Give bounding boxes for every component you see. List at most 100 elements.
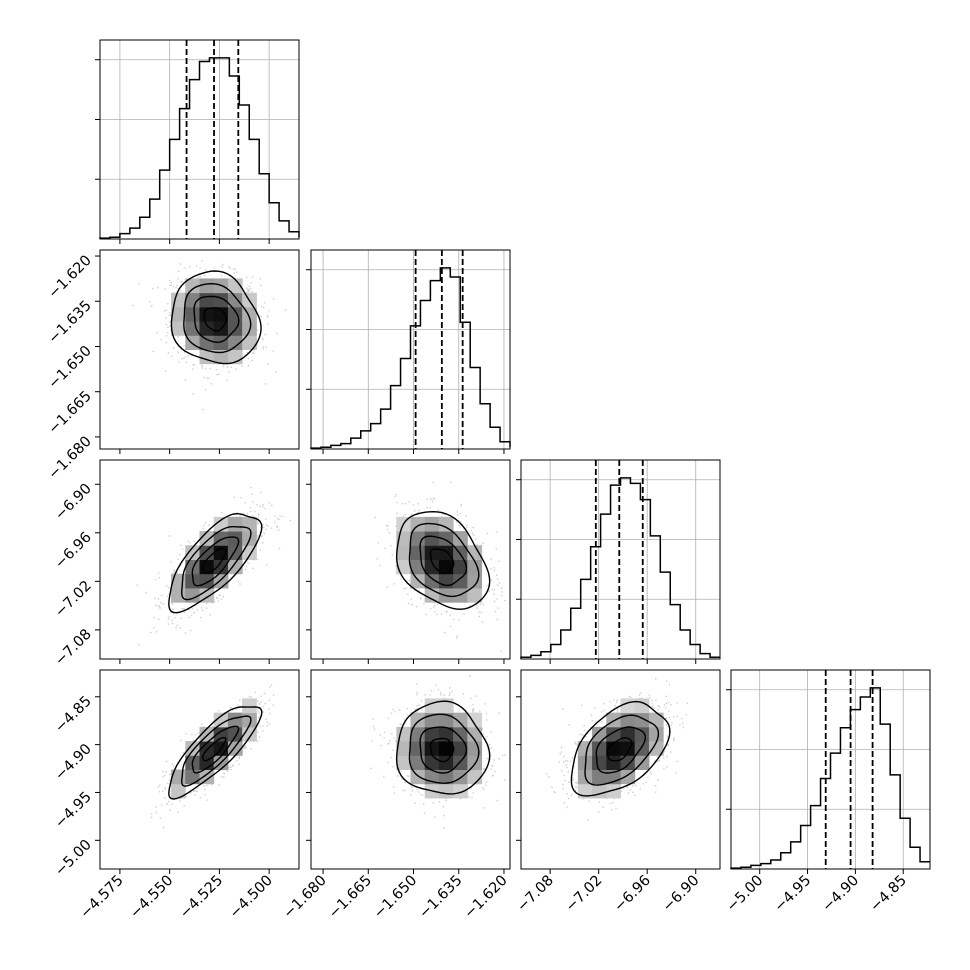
contour-level-2 bbox=[180, 526, 252, 601]
density-cell bbox=[410, 726, 426, 742]
contour-level-2 bbox=[180, 715, 252, 787]
density-cell bbox=[453, 769, 468, 785]
density-cell bbox=[438, 573, 454, 589]
y-tick-label: −6.90 bbox=[52, 481, 95, 524]
density-cell bbox=[171, 587, 186, 603]
density-cell bbox=[213, 335, 229, 350]
density-cell bbox=[242, 335, 257, 350]
density-cell bbox=[453, 726, 468, 742]
histogram-step-line bbox=[520, 477, 720, 659]
panel-frame bbox=[310, 669, 511, 870]
y-tick-label: −4.95 bbox=[52, 789, 95, 832]
y-tick-label: −1.650 bbox=[46, 343, 95, 392]
density-cell bbox=[171, 306, 186, 322]
x-tick-label: −5.00 bbox=[724, 873, 767, 916]
density-cell bbox=[396, 545, 411, 560]
density-panel-1-2 bbox=[310, 459, 511, 660]
density-cell bbox=[453, 712, 468, 728]
x-tick-label: −4.525 bbox=[177, 873, 226, 922]
contour-level-0 bbox=[429, 737, 455, 763]
contour-level-3 bbox=[570, 700, 671, 797]
x-tick-label: −6.96 bbox=[611, 873, 654, 916]
x-tick-label: −7.08 bbox=[514, 873, 557, 916]
density-cell bbox=[199, 321, 215, 336]
contour-level-2 bbox=[183, 282, 252, 354]
y-tick-label: −4.85 bbox=[52, 693, 95, 736]
density-cell bbox=[453, 741, 468, 756]
density-cell bbox=[171, 783, 186, 799]
density-cell bbox=[199, 306, 215, 322]
histogram-panel-2 bbox=[516, 459, 721, 660]
density-cell bbox=[213, 712, 229, 728]
contour-level-1 bbox=[419, 535, 468, 587]
density-cell bbox=[648, 741, 664, 756]
panel-frame bbox=[520, 459, 721, 660]
density-cell bbox=[438, 516, 454, 532]
density-cell bbox=[227, 335, 243, 350]
contour-level-2 bbox=[408, 713, 480, 784]
density-cell bbox=[467, 712, 483, 728]
contour-level-3 bbox=[395, 700, 491, 795]
density-cell bbox=[185, 278, 200, 294]
density-cell bbox=[438, 741, 454, 756]
density-cell bbox=[620, 741, 636, 756]
panel-frame bbox=[310, 459, 511, 660]
density-cell bbox=[620, 755, 636, 770]
density-cell bbox=[424, 559, 440, 575]
density-cell bbox=[592, 726, 607, 742]
x-tick-label: −4.500 bbox=[227, 873, 276, 922]
density-cell bbox=[453, 783, 468, 799]
density-cell bbox=[185, 306, 200, 322]
x-tick-label: −1.620 bbox=[462, 873, 511, 922]
density-cell bbox=[410, 573, 426, 589]
density-cell bbox=[410, 531, 426, 546]
density-panel-1-3 bbox=[310, 669, 511, 870]
panel-frame bbox=[520, 669, 721, 870]
contour-level-0 bbox=[429, 548, 455, 575]
density-cell bbox=[467, 755, 483, 770]
density-cell bbox=[199, 726, 215, 742]
density-cell bbox=[410, 769, 426, 785]
x-tick-label: −7.02 bbox=[563, 873, 606, 916]
density-cell bbox=[453, 573, 468, 589]
density-panel-0-3 bbox=[99, 669, 300, 870]
density-cell bbox=[424, 741, 440, 756]
contour-level-3 bbox=[168, 512, 263, 614]
density-cell bbox=[185, 769, 200, 785]
contour-level-3 bbox=[168, 706, 263, 800]
contour-level-3 bbox=[170, 270, 262, 365]
x-tick-label: −4.85 bbox=[867, 873, 910, 916]
histogram-panel-1 bbox=[306, 249, 511, 450]
y-tick-label: −1.635 bbox=[46, 298, 95, 347]
panel-frame bbox=[99, 39, 300, 240]
density-cell bbox=[438, 783, 454, 799]
contour-level-1 bbox=[419, 726, 468, 774]
density-cell bbox=[185, 292, 200, 308]
density-cell bbox=[185, 321, 200, 336]
density-cell bbox=[606, 741, 621, 756]
density-cell bbox=[396, 741, 411, 756]
contour-level-0 bbox=[203, 307, 228, 332]
histogram-panel-3 bbox=[726, 669, 931, 870]
panel-contents bbox=[370, 675, 506, 829]
density-cell bbox=[648, 712, 664, 728]
density-cell bbox=[227, 531, 243, 546]
histogram-panel-0 bbox=[95, 39, 300, 240]
density-cell bbox=[199, 292, 215, 308]
density-cell bbox=[227, 712, 243, 728]
contour-level-0 bbox=[202, 547, 227, 574]
density-cell bbox=[213, 306, 229, 322]
density-cell bbox=[467, 741, 483, 756]
x-tick-label: −4.95 bbox=[772, 873, 815, 916]
density-cell bbox=[199, 769, 215, 785]
density-cell bbox=[648, 726, 664, 742]
contour-level-2 bbox=[408, 522, 480, 598]
y-tick-label: −1.680 bbox=[46, 433, 95, 482]
contour-level-2 bbox=[584, 714, 660, 786]
density-cell bbox=[410, 545, 426, 560]
histogram-step-line bbox=[310, 267, 511, 449]
y-tick-label: −5.00 bbox=[52, 837, 95, 880]
density-cell bbox=[606, 712, 621, 728]
y-tick-label: −7.08 bbox=[52, 626, 95, 669]
